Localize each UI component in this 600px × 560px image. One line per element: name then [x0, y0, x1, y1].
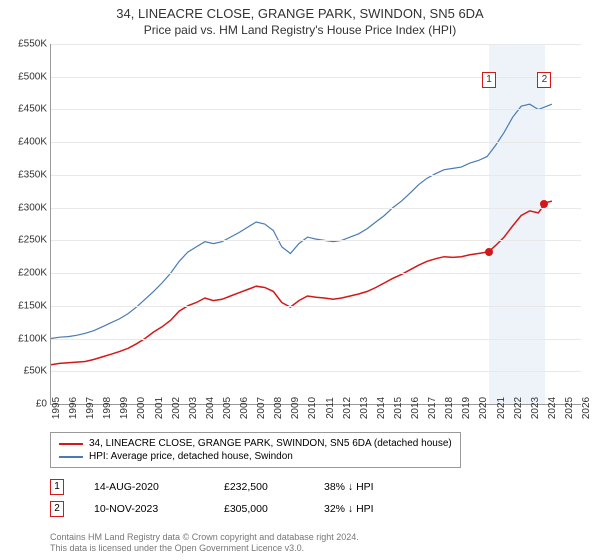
y-axis-label: £150K: [18, 300, 47, 311]
x-axis-label: 2007: [256, 397, 267, 419]
grid-line: [51, 208, 581, 209]
sale-marker-box: 2: [537, 72, 551, 88]
grid-line: [51, 371, 581, 372]
chart-lines-svg: [51, 44, 581, 404]
x-axis-label: 1996: [68, 397, 79, 419]
sales-row-date: 14-AUG-2020: [94, 481, 194, 493]
x-axis-label: 2015: [393, 397, 404, 419]
sales-row-price: £305,000: [224, 503, 294, 515]
footer-line-1: Contains HM Land Registry data © Crown c…: [50, 532, 359, 543]
sales-row-price: £232,500: [224, 481, 294, 493]
sales-row-marker: 1: [50, 479, 64, 495]
x-axis-label: 2012: [342, 397, 353, 419]
series-line-hpi: [51, 104, 552, 338]
sale-marker-box: 1: [482, 72, 496, 88]
x-axis-label: 2008: [273, 397, 284, 419]
y-axis-label: £250K: [18, 235, 47, 246]
x-axis-label: 2014: [376, 397, 387, 419]
footer-attribution: Contains HM Land Registry data © Crown c…: [50, 532, 359, 554]
x-axis-label: 2016: [410, 397, 421, 419]
x-axis-label: 2018: [444, 397, 455, 419]
sales-row-date: 10-NOV-2023: [94, 503, 194, 515]
x-axis-label: 2023: [530, 397, 541, 419]
footer-line-2: This data is licensed under the Open Gov…: [50, 543, 359, 554]
sale-marker-dot: [540, 200, 548, 208]
x-axis-label: 2001: [154, 397, 165, 419]
x-axis-label: 2019: [461, 397, 472, 419]
legend-item: HPI: Average price, detached house, Swin…: [59, 450, 452, 463]
x-axis-label: 2020: [478, 397, 489, 419]
x-axis-label: 2006: [239, 397, 250, 419]
x-axis-label: 1998: [102, 397, 113, 419]
y-axis-label: £200K: [18, 268, 47, 279]
x-axis-label: 2017: [427, 397, 438, 419]
y-axis-label: £550K: [18, 39, 47, 50]
legend-label: 34, LINEACRE CLOSE, GRANGE PARK, SWINDON…: [89, 438, 452, 449]
x-axis-label: 2025: [564, 397, 575, 419]
grid-line: [51, 339, 581, 340]
chart-plot-area: £0£50K£100K£150K£200K£250K£300K£350K£400…: [50, 44, 581, 405]
x-axis-label: 2005: [222, 397, 233, 419]
x-axis-label: 1995: [51, 397, 62, 419]
sales-row-delta: 32% ↓ HPI: [324, 503, 404, 515]
y-axis-label: £350K: [18, 169, 47, 180]
x-axis-label: 2026: [581, 397, 592, 419]
grid-line: [51, 306, 581, 307]
x-axis-label: 2024: [547, 397, 558, 419]
x-axis-label: 2021: [496, 397, 507, 419]
sales-row: 1 14-AUG-2020 £232,500 38% ↓ HPI: [50, 476, 404, 498]
x-axis-label: 2010: [307, 397, 318, 419]
legend-item: 34, LINEACRE CLOSE, GRANGE PARK, SWINDON…: [59, 437, 452, 450]
y-axis-label: £450K: [18, 104, 47, 115]
sales-table: 1 14-AUG-2020 £232,500 38% ↓ HPI 2 10-NOV-202…: [50, 476, 404, 520]
grid-line: [51, 175, 581, 176]
series-line-property: [51, 201, 552, 365]
x-axis-label: 2000: [136, 397, 147, 419]
sale-marker-dot: [485, 248, 493, 256]
x-axis-label: 1997: [85, 397, 96, 419]
grid-line: [51, 142, 581, 143]
sales-row-marker: 2: [50, 501, 64, 517]
chart-subtitle: Price paid vs. HM Land Registry's House …: [0, 23, 600, 41]
y-axis-label: £0: [36, 399, 47, 410]
legend-color-swatch: [59, 443, 83, 445]
y-axis-label: £50K: [24, 366, 47, 377]
chart-title: 34, LINEACRE CLOSE, GRANGE PARK, SWINDON…: [0, 0, 600, 23]
grid-line: [51, 273, 581, 274]
grid-line: [51, 44, 581, 45]
legend-color-swatch: [59, 456, 83, 458]
x-axis-label: 2011: [325, 397, 336, 419]
y-axis-label: £500K: [18, 71, 47, 82]
chart-legend: 34, LINEACRE CLOSE, GRANGE PARK, SWINDON…: [50, 432, 461, 468]
x-axis-label: 2002: [171, 397, 182, 419]
x-axis-label: 2003: [188, 397, 199, 419]
sales-row-delta: 38% ↓ HPI: [324, 481, 404, 493]
y-axis-label: £100K: [18, 333, 47, 344]
x-axis-label: 1999: [119, 397, 130, 419]
grid-line: [51, 109, 581, 110]
legend-label: HPI: Average price, detached house, Swin…: [89, 451, 293, 462]
x-axis-label: 2004: [205, 397, 216, 419]
x-axis-label: 2009: [290, 397, 301, 419]
y-axis-label: £300K: [18, 202, 47, 213]
x-axis-label: 2013: [359, 397, 370, 419]
chart-container: 34, LINEACRE CLOSE, GRANGE PARK, SWINDON…: [0, 0, 600, 560]
y-axis-label: £400K: [18, 137, 47, 148]
grid-line: [51, 77, 581, 78]
sales-row: 2 10-NOV-2023 £305,000 32% ↓ HPI: [50, 498, 404, 520]
grid-line: [51, 240, 581, 241]
x-axis-label: 2022: [513, 397, 524, 419]
